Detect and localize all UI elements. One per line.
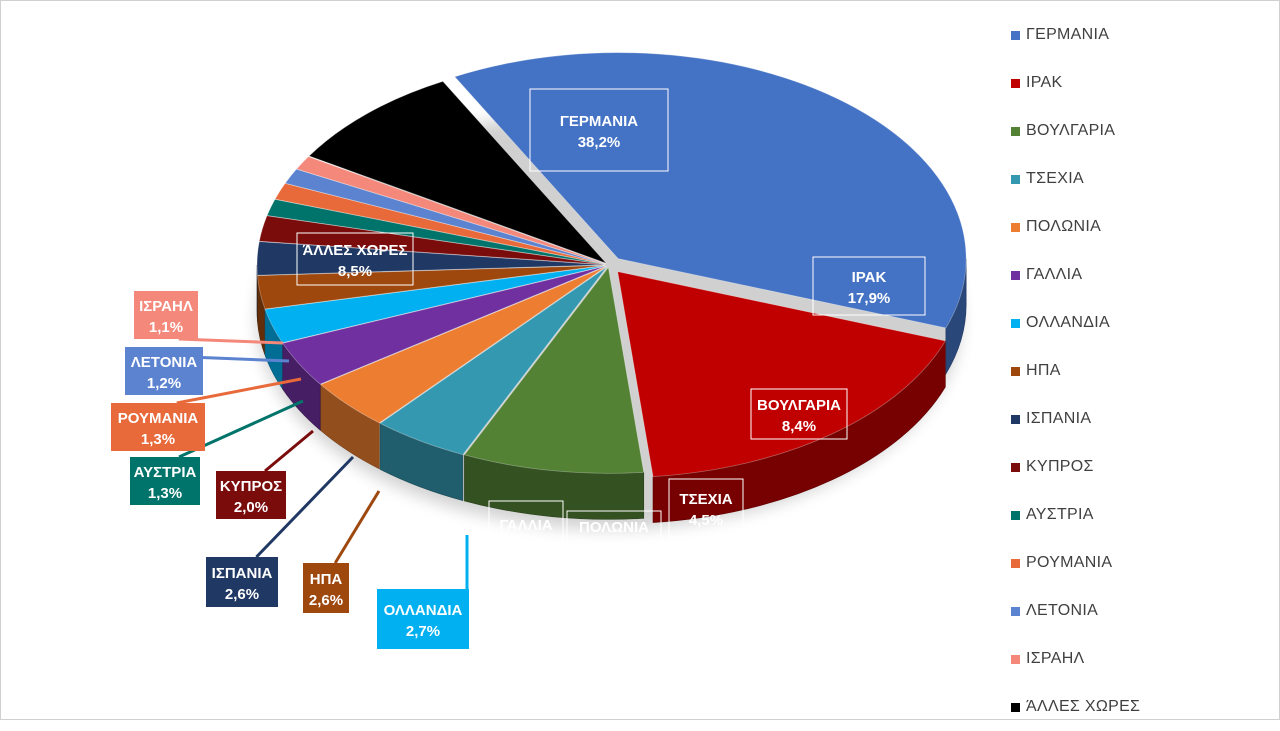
data-label-value-0: 38,2% <box>578 134 621 151</box>
data-label-category-2: ΒΟΥΛΓΑΡΙΑ <box>757 397 841 414</box>
legend-label: ΒΟΥΛΓΑΡΙΑ <box>1026 122 1115 140</box>
legend-swatch <box>1011 127 1020 136</box>
data-label-value-8: 2,6% <box>225 586 259 603</box>
legend-item-0: ΓΕΡΜΑΝΙΑ <box>1011 11 1271 59</box>
legend-label: ΠΟΛΩΝΙΑ <box>1026 218 1101 236</box>
data-label-category-9: ΚΥΠΡΟΣ <box>220 478 282 495</box>
data-label-7: ΗΠΑ 2,6% <box>303 491 379 613</box>
legend-label: ΤΣΕΧΙΑ <box>1026 170 1084 188</box>
leader-line-7 <box>335 491 379 563</box>
legend-item-4: ΠΟΛΩΝΙΑ <box>1011 203 1271 251</box>
data-label-4: ΠΟΛΩΝΙΑ 4,0% <box>567 511 661 561</box>
legend-label: ΗΠΑ <box>1026 362 1061 380</box>
data-label-category-13: ΙΣΡΑΗΛ <box>139 298 193 315</box>
data-label-value-6: 2,7% <box>406 623 440 640</box>
legend-swatch <box>1011 319 1020 328</box>
data-label-value-11: 1,3% <box>141 431 175 448</box>
legend-item-5: ΓΑΛΛΙΑ <box>1011 251 1271 299</box>
legend-item-2: ΒΟΥΛΓΑΡΙΑ <box>1011 107 1271 155</box>
legend-label: ΚΥΠΡΟΣ <box>1026 458 1094 476</box>
legend-swatch <box>1011 79 1020 88</box>
data-label-category-8: ΙΣΠΑΝΙΑ <box>212 565 273 582</box>
data-label-value-9: 2,0% <box>234 499 268 516</box>
legend-item-9: ΚΥΠΡΟΣ <box>1011 443 1271 491</box>
data-label-category-11: ΡΟΥΜΑΝΙΑ <box>118 410 199 427</box>
legend-swatch <box>1011 463 1020 472</box>
data-label-category-1: ΙΡΑΚ <box>852 269 887 286</box>
data-label-value-7: 2,6% <box>309 592 343 609</box>
legend-item-10: ΑΥΣΤΡΙΑ <box>1011 491 1271 539</box>
legend-swatch <box>1011 703 1020 712</box>
legend-label: ΡΟΥΜΑΝΙΑ <box>1026 554 1112 572</box>
legend-label: ΙΡΑΚ <box>1026 74 1062 92</box>
legend-label: ΆΛΛΕΣ ΧΩΡΕΣ <box>1026 698 1140 716</box>
legend-item-7: ΗΠΑ <box>1011 347 1271 395</box>
legend-swatch <box>1011 367 1020 376</box>
data-label-6: ΟΛΛΑΝΔΙΑ 2,7% <box>377 535 469 649</box>
data-label-category-4: ΠΟΛΩΝΙΑ <box>579 519 649 536</box>
data-label-value-1: 17,9% <box>848 290 891 307</box>
legend-item-12: ΛΕΤΟΝΙΑ <box>1011 587 1271 635</box>
legend-item-8: ΙΣΠΑΝΙΑ <box>1011 395 1271 443</box>
legend-swatch <box>1011 271 1020 280</box>
legend-item-14: ΆΛΛΕΣ ΧΩΡΕΣ <box>1011 683 1271 731</box>
data-label-value-3: 4,5% <box>689 512 723 529</box>
data-label-value-14: 8,5% <box>338 263 372 280</box>
data-label-9: ΚΥΠΡΟΣ 2,0% <box>216 431 313 519</box>
legend-item-1: ΙΡΑΚ <box>1011 59 1271 107</box>
legend-label: ΓΑΛΛΙΑ <box>1026 266 1082 284</box>
leader-line-9 <box>265 431 313 471</box>
data-label-value-10: 1,3% <box>148 485 182 502</box>
data-label-category-10: ΑΥΣΤΡΙΑ <box>134 464 197 481</box>
data-label-category-5: ΓΑΛΛΙΑ <box>499 517 552 534</box>
legend-item-3: ΤΣΕΧΙΑ <box>1011 155 1271 203</box>
legend-swatch <box>1011 175 1020 184</box>
pie-chart: ΓΕΡΜΑΝΙΑ 38,2% ΙΡΑΚ 17,9% ΒΟΥΛΓΑΡΙΑ 8,4% ΤΣΕΧΙ… <box>1 1 1001 721</box>
data-label-value-13: 1,1% <box>149 319 183 336</box>
legend-item-13: ΙΣΡΑΗΛ <box>1011 635 1271 683</box>
legend: ΓΕΡΜΑΝΙΑ ΙΡΑΚ ΒΟΥΛΓΑΡΙΑ ΤΣΕΧΙΑ ΠΟΛΩΝΙΑ ΓΑΛΛΙΑ… <box>1011 11 1271 731</box>
legend-swatch <box>1011 511 1020 520</box>
data-label-value-4: 4,0% <box>597 540 631 557</box>
data-label-category-0: ΓΕΡΜΑΝΙΑ <box>560 113 638 130</box>
legend-swatch <box>1011 31 1020 40</box>
legend-label: ΓΕΡΜΑΝΙΑ <box>1026 26 1109 44</box>
data-label-category-14: ΆΛΛΕΣ ΧΩΡΕΣ <box>302 242 407 259</box>
data-label-category-7: ΗΠΑ <box>310 571 343 588</box>
legend-label: ΙΣΠΑΝΙΑ <box>1026 410 1091 428</box>
legend-swatch <box>1011 607 1020 616</box>
legend-label: ΙΣΡΑΗΛ <box>1026 650 1085 668</box>
legend-label: ΟΛΛΑΝΔΙΑ <box>1026 314 1110 332</box>
data-label-value-2: 8,4% <box>782 418 816 435</box>
legend-item-6: ΟΛΛΑΝΔΙΑ <box>1011 299 1271 347</box>
legend-item-11: ΡΟΥΜΑΝΙΑ <box>1011 539 1271 587</box>
data-label-category-12: ΛΕΤΟΝΙΑ <box>131 354 198 371</box>
legend-swatch <box>1011 415 1020 424</box>
legend-label: ΑΥΣΤΡΙΑ <box>1026 506 1094 524</box>
data-label-category-3: ΤΣΕΧΙΑ <box>679 491 732 508</box>
data-label-value-12: 1,2% <box>147 375 181 392</box>
legend-swatch <box>1011 559 1020 568</box>
legend-label: ΛΕΤΟΝΙΑ <box>1026 602 1098 620</box>
data-label-category-6: ΟΛΛΑΝΔΙΑ <box>384 602 463 619</box>
legend-swatch <box>1011 223 1020 232</box>
data-label-value-5: 3,6% <box>509 538 543 555</box>
legend-swatch <box>1011 655 1020 664</box>
